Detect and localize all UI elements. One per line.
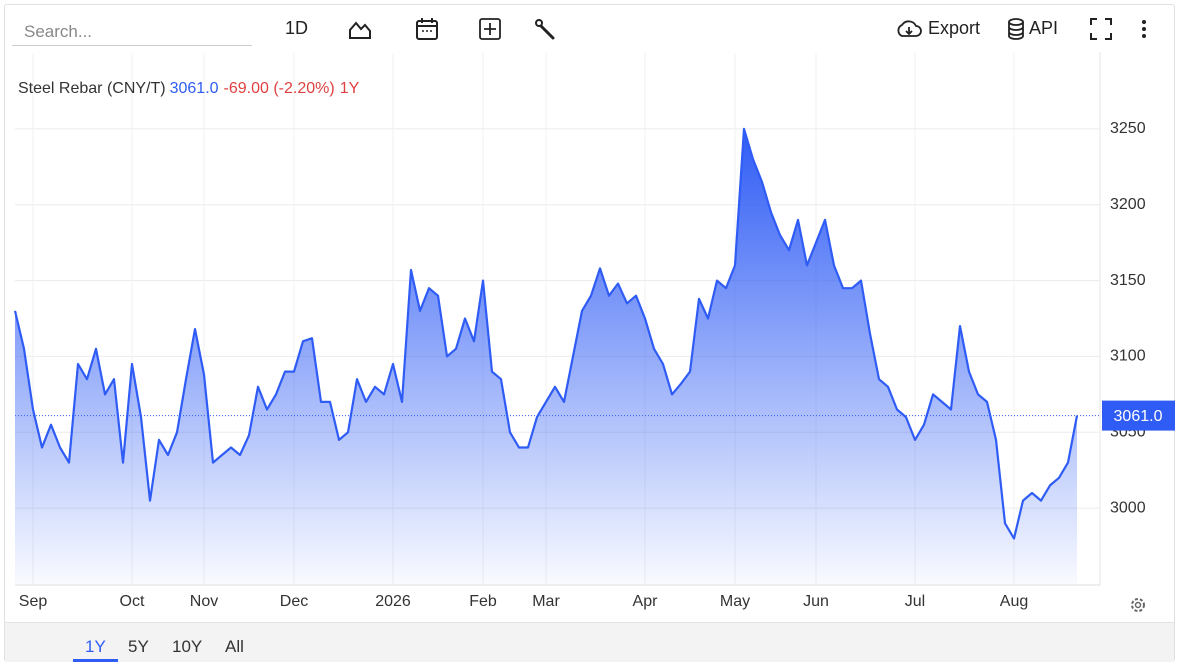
- range-button[interactable]: 1Y: [85, 637, 106, 656]
- api-icon[interactable]: [1007, 18, 1025, 40]
- x-tick-label: Jun: [803, 593, 829, 610]
- fullscreen-icon[interactable]: [1090, 18, 1112, 40]
- line: [13, 127, 1079, 540]
- x-tick-label: Sep: [19, 593, 48, 610]
- api-button[interactable]: API: [1029, 18, 1059, 38]
- settings-icon[interactable]: [1131, 598, 1145, 612]
- x-tick-label: 2026: [375, 593, 411, 610]
- area: [15, 128, 1077, 584]
- export-button[interactable]: Export: [928, 18, 981, 38]
- x-tick-label: Dec: [280, 593, 308, 610]
- calendar-icon[interactable]: [415, 17, 439, 41]
- y-tick-label: 3000: [1110, 499, 1146, 516]
- price: 3061.0: [169, 80, 219, 97]
- x-tick-label: Jul: [905, 593, 925, 610]
- range-label: 1Y: [339, 80, 360, 97]
- chart-title: Steel Rebar (CNY/T): [18, 80, 166, 97]
- x-tick-label: Mar: [532, 593, 560, 610]
- range-button[interactable]: 10Y: [172, 637, 203, 656]
- x-tick-label: Feb: [469, 593, 497, 610]
- x-tick-label: Aug: [1000, 593, 1028, 610]
- chart-type-icon[interactable]: [348, 18, 372, 40]
- x-tick-label: Apr: [633, 593, 659, 610]
- menu-icon[interactable]: [1140, 19, 1148, 41]
- y-tick-label: 3100: [1110, 348, 1146, 365]
- y-tick-label: 3150: [1110, 272, 1146, 289]
- x-tick-label: Nov: [190, 593, 218, 610]
- export-icon[interactable]: [895, 18, 923, 40]
- change: -69.00 (-2.20%): [223, 80, 335, 97]
- x-tick-label: May: [720, 593, 750, 610]
- active-underline: [73, 659, 118, 662]
- y-tick-label: 3200: [1110, 196, 1146, 213]
- range-button[interactable]: All: [225, 637, 244, 656]
- y-tick-label: 3250: [1110, 120, 1146, 137]
- search-input[interactable]: Search...: [12, 18, 252, 46]
- tools-icon[interactable]: [534, 18, 556, 40]
- range-button[interactable]: 5Y: [128, 637, 149, 656]
- range-bar: 1Y 5Y 10Y All: [5, 622, 1174, 662]
- chart-header: Steel Rebar (CNY/T) 3061.0 -69.00 (-2.20%)…: [18, 80, 364, 98]
- last-price-tag: [1102, 400, 1175, 431]
- compare-icon[interactable]: [479, 18, 501, 40]
- last-price-label: 3061.0: [1114, 408, 1163, 425]
- x-tick-label: Oct: [120, 593, 145, 610]
- interval-button[interactable]: 1D: [285, 18, 309, 38]
